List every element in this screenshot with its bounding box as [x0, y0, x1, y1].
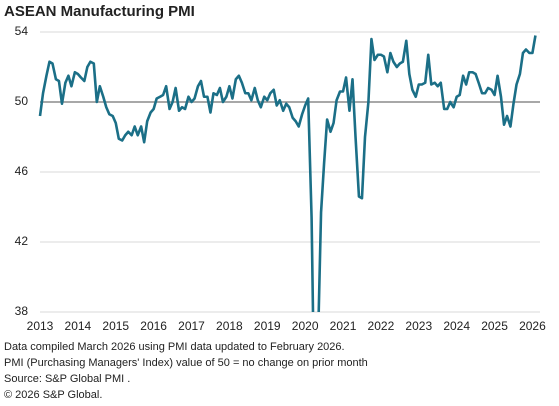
y-tick-label: 38	[15, 304, 29, 318]
x-tick-label: 2013	[27, 319, 54, 333]
y-tick-label: 50	[15, 94, 29, 108]
footnote: Data compiled March 2026 using PMI data …	[4, 341, 345, 353]
x-tick-label: 2019	[254, 319, 281, 333]
x-tick-label: 2023	[405, 319, 432, 333]
footnote: PMI (Purchasing Managers' Index) value o…	[4, 357, 368, 369]
x-tick-label: 2022	[368, 319, 395, 333]
y-tick-label: 54	[15, 24, 29, 38]
x-tick-label: 2016	[140, 319, 167, 333]
footnote: Source: S&P Global PMI .	[4, 373, 130, 385]
x-tick-label: 2024	[443, 319, 470, 333]
y-tick-label: 42	[15, 234, 29, 248]
x-tick-label: 2026	[519, 319, 546, 333]
x-tick-label: 2017	[178, 319, 205, 333]
footnote: © 2026 S&P Global.	[4, 389, 102, 401]
x-tick-label: 2018	[216, 319, 243, 333]
x-tick-label: 2015	[102, 319, 129, 333]
x-tick-label: 2025	[481, 319, 508, 333]
pmi-line	[38, 35, 537, 312]
chart-title: ASEAN Manufacturing PMI	[4, 3, 195, 20]
x-tick-label: 2020	[292, 319, 319, 333]
x-tick-label: 2014	[65, 319, 92, 333]
y-tick-label: 46	[15, 164, 29, 178]
x-tick-label: 2021	[330, 319, 357, 333]
